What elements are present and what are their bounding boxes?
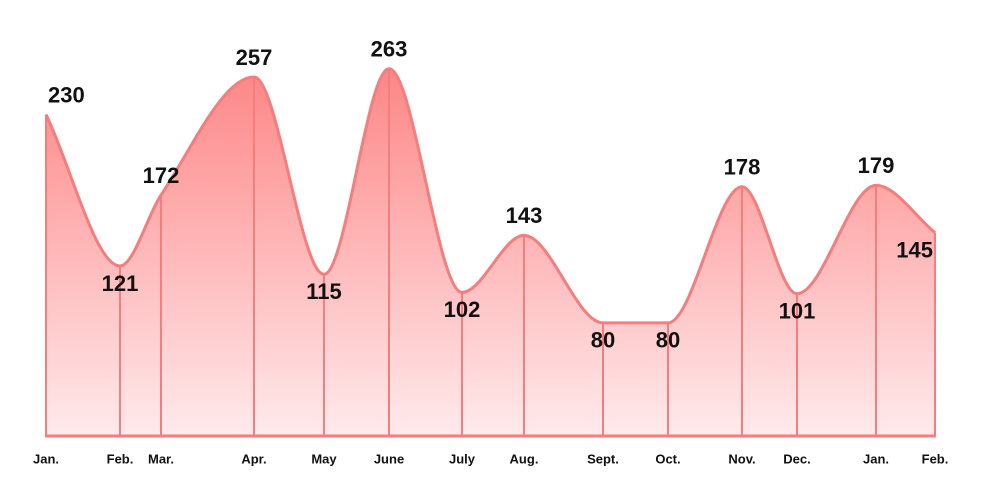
x-tick-label: Dec. [783, 451, 810, 466]
x-tick-label: Jan. [33, 451, 59, 466]
value-label: 102 [444, 297, 481, 322]
value-label: 115 [306, 279, 342, 304]
x-tick-label: Apr. [241, 451, 266, 466]
x-tick-label: July [449, 451, 476, 466]
x-tick-label: Sept. [587, 451, 619, 466]
value-label: 145 [896, 237, 933, 262]
x-tick-label: Oct. [655, 451, 680, 466]
x-tick-label: Feb. [107, 451, 134, 466]
value-label: 263 [371, 37, 408, 62]
value-label: 121 [102, 271, 139, 296]
value-label: 143 [506, 203, 543, 228]
value-label: 257 [236, 45, 273, 70]
x-tick-label: Feb. [922, 451, 949, 466]
value-label: 80 [656, 328, 680, 353]
value-label: 230 [48, 82, 85, 107]
value-label: 178 [724, 155, 761, 180]
x-tick-label: Nov. [728, 451, 755, 466]
x-tick-label: May [311, 451, 337, 466]
x-tick-label: June [374, 451, 404, 466]
x-tick-label: Jan. [863, 451, 889, 466]
area [46, 68, 935, 436]
value-label: 179 [858, 153, 895, 178]
value-label: 80 [591, 328, 615, 353]
value-label: 101 [779, 299, 816, 324]
x-tick-label: Aug. [510, 451, 539, 466]
value-label: 172 [143, 163, 180, 188]
x-tick-label: Mar. [148, 451, 174, 466]
line [44, 67, 936, 325]
